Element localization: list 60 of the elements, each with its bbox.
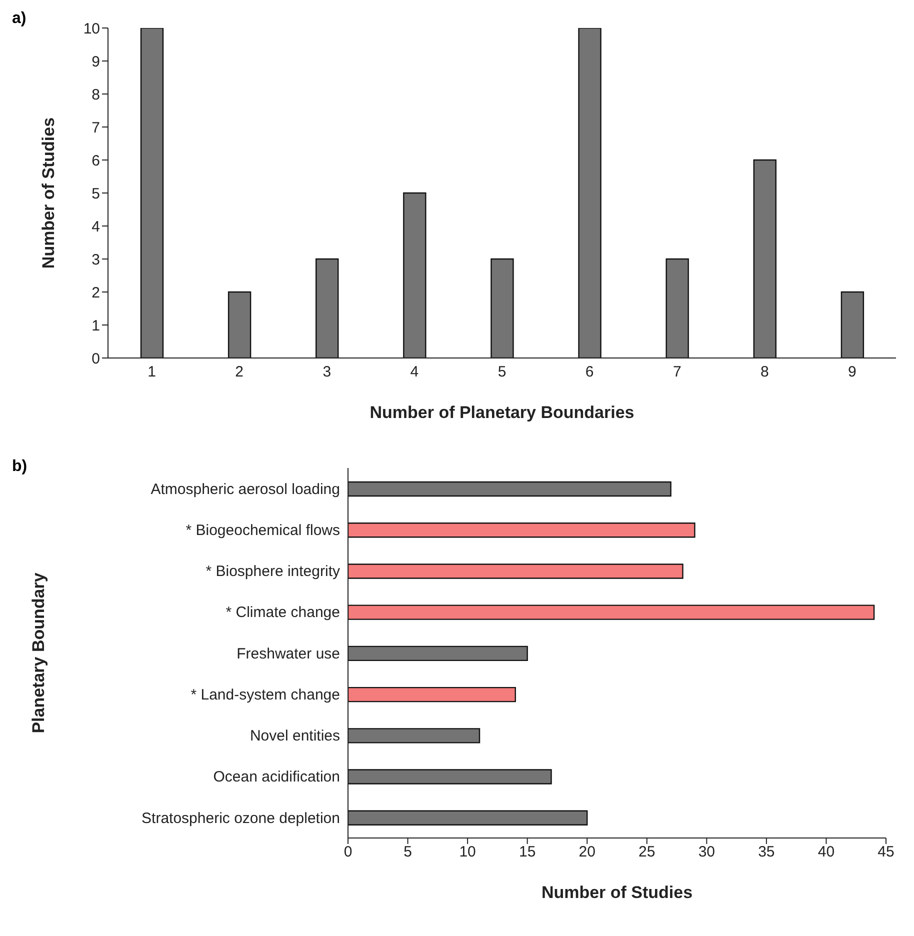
- y-tick-label: 8: [92, 86, 100, 104]
- y-tick-label: Atmospheric aerosol loading: [150, 480, 340, 498]
- x-tick-label: 7: [672, 364, 682, 381]
- y-axis-title: Planetary Boundary: [29, 572, 48, 734]
- y-tick-label: 0: [92, 350, 100, 368]
- y-tick-label: 2: [92, 284, 100, 302]
- y-tick-label: 3: [92, 251, 100, 268]
- bar: [348, 481, 672, 497]
- y-tick-label: 9: [92, 53, 100, 70]
- y-tick-label: 5: [92, 185, 100, 202]
- y-tick-label: 6: [92, 152, 100, 170]
- y-tick-label: Stratospheric ozone depletion: [142, 810, 340, 827]
- x-tick-label: 40: [818, 844, 835, 861]
- bar: [348, 604, 875, 620]
- bar: [578, 28, 602, 358]
- x-tick-label: 0: [344, 844, 352, 861]
- x-tick-label: 5: [498, 364, 506, 381]
- bar: [316, 258, 339, 358]
- bar: [140, 28, 164, 358]
- bar: [348, 686, 516, 702]
- text: a): [12, 10, 26, 28]
- x-tick-label: 8: [760, 364, 769, 381]
- y-tick-label: Novel entities: [250, 728, 340, 745]
- bar: [228, 291, 252, 358]
- bar: [348, 646, 528, 662]
- y-tick-label: 10: [83, 20, 100, 38]
- x-tick-label: 30: [698, 844, 716, 861]
- bar: [403, 192, 426, 358]
- y-tick-label: * Biogeochemical flows: [186, 522, 340, 539]
- x-tick-label: 4: [410, 364, 419, 381]
- x-axis-title: Number of Studies: [541, 883, 693, 902]
- bar: [666, 258, 689, 358]
- x-tick-label: 25: [638, 844, 656, 861]
- x-tick-label: 20: [578, 844, 596, 861]
- x-tick-label: 35: [758, 844, 775, 861]
- y-tick-label: * Climate change: [226, 604, 340, 622]
- bar: [840, 291, 864, 358]
- x-tick-label: 5: [404, 844, 412, 861]
- x-tick-label: 9: [848, 364, 856, 381]
- bar: [348, 522, 696, 538]
- y-tick-label: Freshwater use: [236, 645, 340, 662]
- bar: [348, 810, 588, 826]
- bar: [490, 258, 514, 358]
- y-tick-label: 7: [92, 119, 100, 136]
- x-tick-label: 10: [459, 844, 476, 861]
- x-tick-label: 15: [518, 844, 536, 861]
- x-axis-title: Number of Planetary Boundaries: [370, 403, 634, 422]
- y-axis-title: Number of Studies: [39, 117, 58, 269]
- bar: [348, 728, 480, 744]
- bar: [753, 159, 776, 358]
- text: b): [12, 458, 28, 476]
- x-tick-label: 45: [878, 844, 894, 861]
- bar: [348, 564, 684, 579]
- y-tick-label: Ocean acidification: [213, 768, 340, 786]
- y-tick-label: * Biosphere integrity: [206, 563, 340, 580]
- y-tick-label: * Land-system change: [190, 686, 340, 704]
- y-tick-label: 1: [92, 317, 100, 334]
- bar: [348, 769, 552, 784]
- x-tick-label: 6: [585, 364, 594, 381]
- y-tick-label: 4: [92, 218, 100, 236]
